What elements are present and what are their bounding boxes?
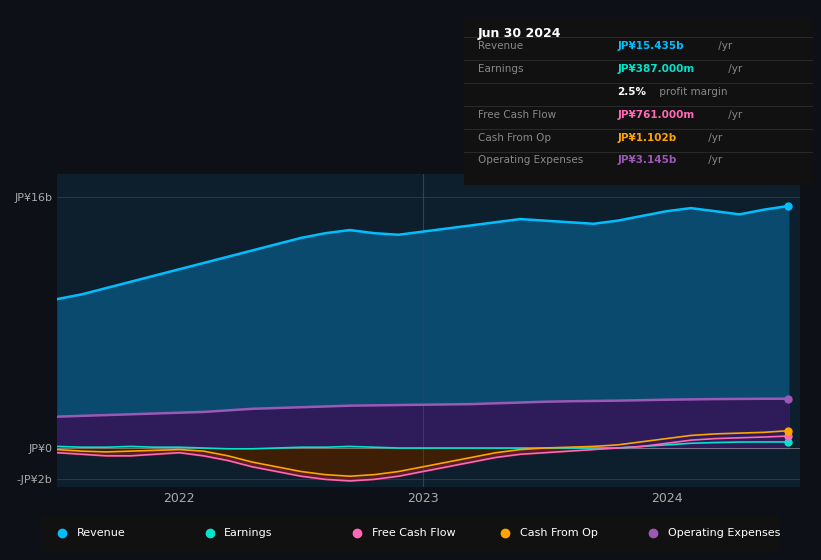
Text: JP¥387.000m: JP¥387.000m (617, 64, 695, 74)
Text: Free Cash Flow: Free Cash Flow (478, 110, 556, 120)
Text: /yr: /yr (715, 41, 732, 51)
Text: profit margin: profit margin (657, 87, 728, 97)
Text: Cash From Op: Cash From Op (520, 529, 598, 538)
Text: Revenue: Revenue (478, 41, 523, 51)
Text: Earnings: Earnings (478, 64, 523, 74)
Text: Free Cash Flow: Free Cash Flow (372, 529, 456, 538)
Text: 2.5%: 2.5% (617, 87, 646, 97)
Text: Earnings: Earnings (224, 529, 273, 538)
Text: JP¥3.145b: JP¥3.145b (617, 156, 677, 166)
Text: /yr: /yr (725, 64, 742, 74)
Text: Operating Expenses: Operating Expenses (478, 156, 583, 166)
Text: /yr: /yr (725, 110, 742, 120)
Text: JP¥1.102b: JP¥1.102b (617, 133, 677, 143)
Text: Operating Expenses: Operating Expenses (667, 529, 780, 538)
Text: JP¥15.435b: JP¥15.435b (617, 41, 684, 51)
Text: /yr: /yr (705, 133, 722, 143)
Text: Cash From Op: Cash From Op (478, 133, 551, 143)
Text: Jun 30 2024: Jun 30 2024 (478, 27, 562, 40)
Text: JP¥761.000m: JP¥761.000m (617, 110, 695, 120)
Text: Revenue: Revenue (76, 529, 126, 538)
Text: /yr: /yr (705, 156, 722, 166)
